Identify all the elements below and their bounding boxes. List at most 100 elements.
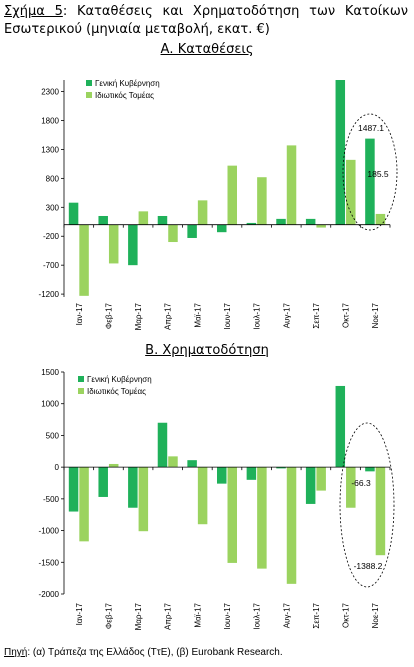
highlight-ellipse bbox=[339, 422, 395, 588]
y-tick-label: -2000 bbox=[39, 590, 60, 599]
x-tick-label: Απρ-17 bbox=[164, 602, 173, 630]
bar-gov bbox=[157, 215, 168, 225]
highlight-ellipse bbox=[342, 113, 398, 231]
x-tick-label: Ιουλ-17 bbox=[253, 302, 262, 329]
x-tick-label: Μαρ-17 bbox=[134, 602, 143, 630]
y-tick-label: -500 bbox=[43, 495, 60, 504]
bar-gov bbox=[68, 467, 79, 512]
x-tick-label: Μαϊ-17 bbox=[193, 602, 202, 627]
bar-priv bbox=[346, 159, 356, 225]
x-tick-label: Οκτ-17 bbox=[342, 602, 351, 627]
bar-priv bbox=[375, 213, 386, 225]
y-tick-label: 1300 bbox=[41, 145, 59, 154]
bar-priv bbox=[79, 467, 89, 542]
source-text: : (α) Τράπεζα της Ελλάδος (ΤτΕ), (β) Eur… bbox=[27, 647, 283, 658]
bar-gov bbox=[98, 467, 108, 497]
x-tick-label: Νοε-17 bbox=[371, 602, 380, 628]
x-tick-label: Οκτ-17 bbox=[342, 302, 351, 327]
bar-priv bbox=[168, 456, 178, 468]
bar-gov bbox=[276, 467, 286, 469]
legend-label: Ιδιωτικός Τομέας bbox=[95, 91, 154, 100]
data-label: 185.5 bbox=[367, 169, 389, 179]
bar-priv bbox=[346, 467, 356, 508]
legend-label: Ιδιωτικός Τομέας bbox=[87, 387, 146, 396]
bar-priv bbox=[168, 224, 178, 243]
x-tick-label: Ιαν-17 bbox=[75, 602, 84, 625]
bar-priv bbox=[316, 467, 326, 491]
figure-label: Σχήμα 5 bbox=[4, 4, 63, 19]
bar-gov bbox=[157, 422, 168, 468]
bar-gov bbox=[335, 80, 346, 225]
y-tick-label: -1500 bbox=[39, 558, 60, 567]
data-label: -1388.2 bbox=[354, 561, 383, 571]
bar-gov bbox=[68, 202, 79, 225]
source-note: Πηγή: (α) Τράπεζα της Ελλάδος (ΤτΕ), (β)… bbox=[4, 647, 283, 658]
data-label: -66.3 bbox=[351, 478, 371, 488]
bar-priv bbox=[138, 211, 149, 225]
y-tick-label: 2300 bbox=[41, 88, 59, 97]
bar-gov bbox=[276, 218, 286, 225]
x-tick-label: Απρ-17 bbox=[164, 302, 173, 330]
bar-priv bbox=[138, 467, 149, 532]
bar-priv bbox=[286, 145, 297, 225]
y-tick-label: 500 bbox=[46, 431, 60, 440]
x-tick-label: Αυγ-17 bbox=[282, 302, 291, 328]
x-tick-label: Σεπ-17 bbox=[312, 602, 321, 628]
x-tick-label: Αυγ-17 bbox=[282, 602, 291, 628]
x-tick-label: Φεβ-17 bbox=[104, 602, 113, 629]
bar-gov bbox=[98, 215, 108, 225]
bar-gov bbox=[305, 467, 316, 504]
bar-gov bbox=[187, 224, 197, 238]
bar-priv bbox=[108, 463, 119, 468]
bar-priv bbox=[197, 200, 208, 225]
bar-gov bbox=[365, 467, 375, 472]
bar-gov bbox=[217, 467, 227, 484]
y-tick-label: 1500 bbox=[41, 368, 59, 377]
figure-title-text: Καταθέσεις και Χρηματοδότηση των Κατοίκω… bbox=[4, 4, 408, 37]
y-tick-label: 800 bbox=[46, 174, 60, 183]
legend-label: Γενική Κυβέρνηση bbox=[87, 375, 152, 384]
source-label: Πηγή bbox=[4, 647, 28, 658]
chart-deposits: -1200 -700 -200 300 800 1300 1800 2300 Ιαν-17 Φεβ… bbox=[39, 79, 398, 330]
bar-gov bbox=[335, 385, 346, 468]
x-tick-label: Ιουλ-17 bbox=[253, 602, 262, 629]
chart-a-title: Α. Καταθέσεις bbox=[160, 42, 254, 57]
y-tick-label: -1000 bbox=[39, 527, 60, 536]
bar-priv bbox=[108, 224, 119, 264]
x-tick-label: Σεπ-17 bbox=[312, 302, 321, 328]
chart-financing: -2000 -1500 -1000 -500 0 500 1000 1500 Ιαν-17 Φεβ… bbox=[39, 368, 395, 630]
x-tick-label: Μαρ-17 bbox=[134, 302, 143, 330]
bar-priv bbox=[79, 224, 89, 296]
y-tick-label: 1000 bbox=[41, 400, 59, 409]
y-tick-label: -1200 bbox=[39, 290, 60, 299]
bar-gov bbox=[305, 218, 316, 225]
bar-priv bbox=[227, 467, 237, 563]
chart-b-title: Β. Χρηματοδότηση bbox=[145, 343, 269, 358]
y-tick-label: -700 bbox=[43, 261, 60, 270]
bar-gov bbox=[187, 460, 197, 468]
figure-title: Σχήμα 5: Καταθέσεις και Χρηματοδότηση τω… bbox=[4, 4, 408, 37]
x-tick-label: Νοε-17 bbox=[371, 302, 380, 328]
bar-priv bbox=[257, 177, 267, 225]
y-tick-label: 300 bbox=[46, 203, 60, 212]
data-label: 1487.1 bbox=[358, 123, 384, 133]
bar-priv bbox=[257, 467, 267, 569]
y-tick-label: -200 bbox=[43, 232, 60, 241]
bar-gov bbox=[365, 138, 375, 225]
legend-swatch bbox=[78, 388, 84, 394]
bar-priv bbox=[316, 224, 326, 228]
x-tick-label: Μαϊ-17 bbox=[193, 302, 202, 327]
legend-swatch bbox=[86, 92, 92, 98]
legend-swatch bbox=[86, 80, 92, 86]
bar-gov bbox=[128, 467, 138, 508]
x-tick-label: Ιουν-17 bbox=[223, 302, 232, 329]
legend-label: Γενική Κυβέρνηση bbox=[95, 79, 160, 88]
bar-priv bbox=[197, 467, 208, 525]
x-tick-label: Ιουν-17 bbox=[223, 602, 232, 629]
bar-priv bbox=[227, 165, 237, 225]
bar-gov bbox=[246, 467, 257, 480]
bar-gov bbox=[217, 224, 227, 233]
legend-swatch bbox=[78, 376, 84, 382]
y-tick-label: 1800 bbox=[41, 117, 59, 126]
x-tick-label: Φεβ-17 bbox=[104, 302, 113, 329]
